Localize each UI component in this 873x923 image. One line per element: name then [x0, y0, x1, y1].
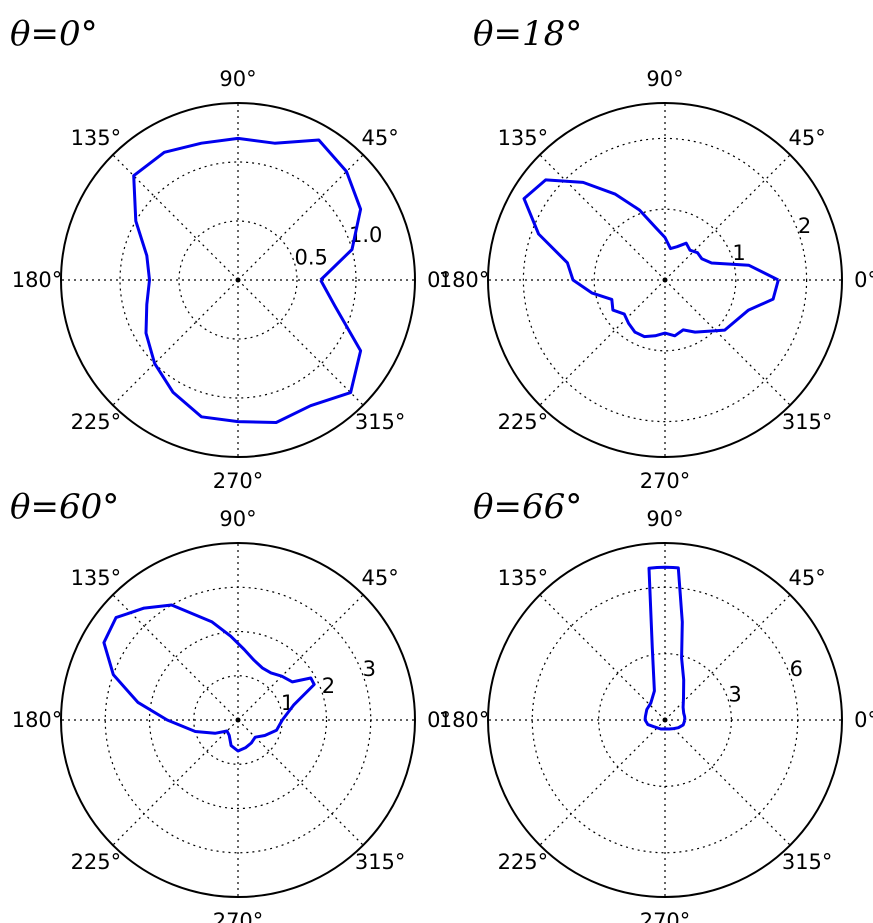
radial-gridline: [531, 586, 799, 854]
angle-tick-label: 90°: [646, 67, 683, 91]
angle-tick-label: 0°: [854, 268, 873, 292]
angle-tick-label: 180°: [439, 708, 490, 732]
angle-tick-label: 315°: [782, 410, 833, 434]
origin-dot: [235, 277, 241, 283]
radial-gridline: [593, 208, 737, 352]
angle-tick-label: 315°: [355, 410, 406, 434]
series-line: [643, 565, 687, 731]
angular-gridline: [664, 154, 791, 281]
angle-tick-label: 180°: [12, 708, 63, 732]
polar-chart-1: θ=0°0.51.00°45°90°135°180°225°270°315°: [10, 14, 451, 493]
polar-frame: [487, 542, 843, 898]
angular-gridline: [112, 279, 239, 406]
origin-dot: [662, 717, 668, 723]
angle-tick-label: 135°: [498, 566, 549, 590]
radial-gridline: [104, 586, 372, 854]
origin-dot: [235, 717, 241, 723]
angle-tick-label: 135°: [71, 126, 122, 150]
chart-title: θ=66°: [473, 487, 582, 527]
polar-frame: [60, 542, 416, 898]
polar-frame: [60, 102, 416, 458]
origin-dot: [662, 277, 668, 283]
angle-tick-label: 225°: [71, 850, 122, 874]
angle-tick-label: 90°: [219, 67, 256, 91]
polar-chart-2: θ=18° 1 2 0° 45° 90° 135° 180° 225° 270° 315°: [439, 14, 873, 493]
angle-tick-label: 0°: [854, 708, 873, 732]
angle-tick-label: 315°: [782, 850, 833, 874]
angular-gridline: [237, 279, 364, 406]
radial-gridline: [178, 220, 298, 340]
angle-tick-label: 0°: [427, 268, 451, 292]
angular-gridline: [112, 154, 239, 281]
radial-tick-label: 3: [363, 657, 376, 681]
angle-tick-label: 45°: [362, 126, 399, 150]
angle-tick-label: 180°: [12, 268, 63, 292]
angle-tick-label: 225°: [498, 410, 549, 434]
polar-frame: [487, 102, 843, 458]
radial-tick-label: 1: [732, 241, 745, 265]
angular-gridline: [539, 594, 666, 721]
angular-gridline: [539, 719, 666, 846]
angle-tick-label: 225°: [71, 410, 122, 434]
angle-tick-label: 315°: [355, 850, 406, 874]
radial-tick-label: 2: [322, 674, 335, 698]
angular-gridline: [237, 594, 364, 721]
angular-gridline: [539, 279, 666, 406]
angle-tick-label: 90°: [219, 507, 256, 531]
radial-tick-label: 3: [728, 683, 741, 707]
radial-gridline: [148, 630, 328, 810]
radial-tick-label: 0.5: [295, 245, 328, 269]
chart-title: θ=0°: [10, 14, 98, 54]
series-line: [522, 178, 780, 339]
angle-tick-label: 270°: [213, 909, 264, 923]
radial-tick-label: 6: [790, 657, 803, 681]
radial-gridline: [522, 137, 808, 423]
angle-tick-label: 0°: [427, 708, 451, 732]
series-line: [132, 136, 363, 424]
angular-gridline: [664, 719, 791, 846]
radial-tick-label: 2: [798, 214, 811, 238]
radial-gridline: [119, 161, 357, 399]
polar-chart-4: θ=66° 3 6 0° 45° 90° 135° 180° 225° 270° 315°: [439, 487, 873, 923]
chart-title: θ=18°: [473, 14, 582, 54]
angle-tick-label: 270°: [640, 469, 691, 493]
angle-tick-label: 180°: [439, 268, 490, 292]
angle-tick-label: 45°: [789, 566, 826, 590]
angle-tick-label: 270°: [213, 469, 264, 493]
angle-tick-label: 135°: [498, 126, 549, 150]
angle-tick-label: 270°: [640, 909, 691, 923]
angle-tick-label: 45°: [362, 566, 399, 590]
angular-gridline: [112, 719, 239, 846]
radial-gridline: [598, 653, 732, 787]
angle-tick-label: 135°: [71, 566, 122, 590]
angle-tick-label: 45°: [789, 126, 826, 150]
angle-tick-label: 90°: [646, 507, 683, 531]
series-line: [102, 603, 316, 753]
chart-title: θ=60°: [10, 487, 119, 527]
angular-gridline: [237, 719, 364, 846]
angle-tick-label: 225°: [498, 850, 549, 874]
